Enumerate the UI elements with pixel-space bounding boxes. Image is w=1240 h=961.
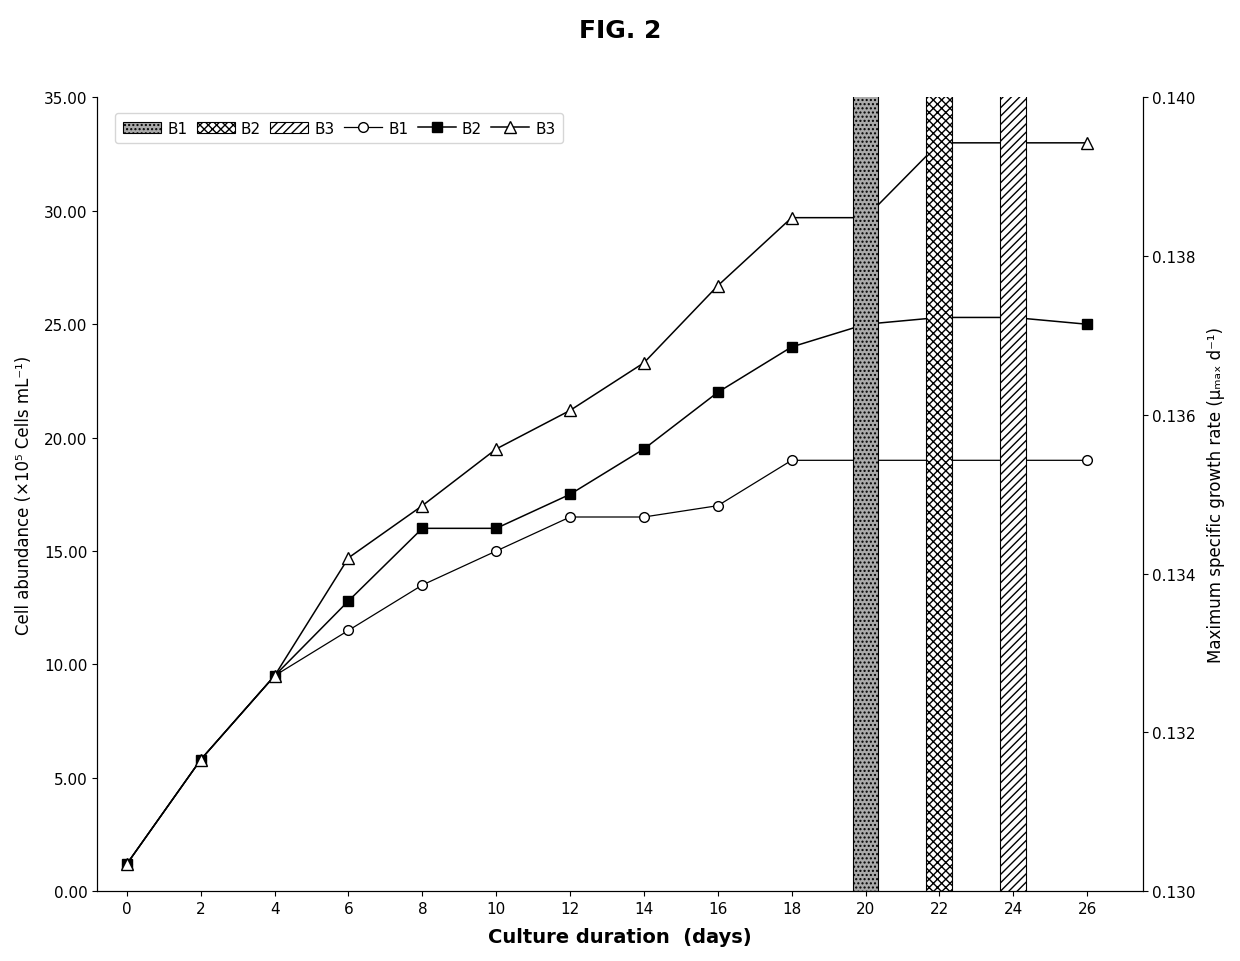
Bar [1001,0,1027,891]
X-axis label: Culture duration  (days): Culture duration (days) [489,927,751,946]
Legend: B1, B2, B3, B1, B2, B3: B1, B2, B3, B1, B2, B3 [115,114,563,144]
Bar [926,0,952,891]
Y-axis label: Maximum specific growth rate (µₘₐₓ d⁻¹): Maximum specific growth rate (µₘₐₓ d⁻¹) [1207,327,1225,663]
Y-axis label: Cell abundance (×10⁵ Cells mL⁻¹): Cell abundance (×10⁵ Cells mL⁻¹) [15,356,33,634]
Bar [853,0,878,891]
Text: FIG. 2: FIG. 2 [579,19,661,43]
